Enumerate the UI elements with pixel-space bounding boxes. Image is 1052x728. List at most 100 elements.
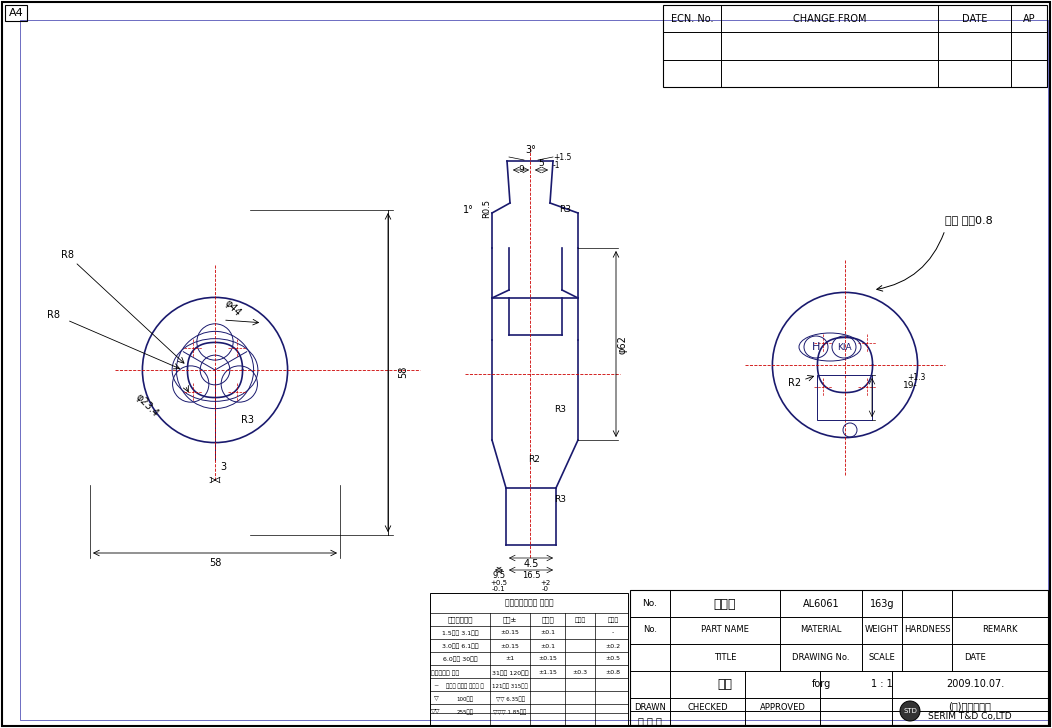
Text: ±0.1: ±0.1	[541, 644, 555, 649]
Text: -: -	[612, 630, 614, 636]
Text: AL6061: AL6061	[803, 599, 839, 609]
Bar	[663, 5, 1047, 87]
Text: 6.0이상 30이하: 6.0이상 30이하	[443, 656, 478, 662]
Bar	[630, 590, 1048, 725]
Text: R2: R2	[788, 378, 802, 388]
Text: APPROVED: APPROVED	[760, 703, 806, 713]
Text: SCALE: SCALE	[869, 652, 895, 662]
Text: φ23.4: φ23.4	[134, 392, 161, 419]
Text: 3°: 3°	[526, 145, 537, 155]
Text: ±0.15: ±0.15	[501, 630, 520, 636]
Text: 19-: 19-	[903, 381, 917, 389]
Text: 58: 58	[208, 558, 221, 568]
Text: A4: A4	[8, 8, 23, 18]
Text: R3: R3	[554, 405, 566, 414]
Text: REMARK: REMARK	[983, 625, 1017, 635]
Text: 양각 높이0.8: 양각 높이0.8	[945, 215, 993, 225]
Text: +0.5: +0.5	[490, 580, 507, 586]
Text: +1.3: +1.3	[907, 373, 926, 381]
Text: No.: No.	[643, 625, 658, 635]
Text: ▽▽▽ 1.85이하: ▽▽▽ 1.85이하	[493, 709, 527, 715]
Text: DRAWING No.: DRAWING No.	[792, 652, 850, 662]
Text: 31이상 120이하: 31이상 120이하	[491, 670, 528, 676]
Text: 58: 58	[398, 365, 408, 378]
Text: 9: 9	[519, 165, 524, 175]
Text: 121이상 315이하: 121이상 315이하	[492, 683, 528, 689]
Text: WEIGHT: WEIGHT	[865, 625, 899, 635]
Text: No.: No.	[643, 599, 658, 609]
Text: φ44: φ44	[223, 298, 243, 318]
Text: 면두께 취거는 규도의 허: 면두께 취거는 규도의 허	[446, 683, 484, 689]
Text: ±0.1: ±0.1	[541, 630, 555, 636]
Text: 100이상: 100이상	[457, 696, 473, 702]
Text: KIA: KIA	[836, 342, 851, 352]
Text: 255이상: 255이상	[457, 709, 473, 715]
Text: ±1.15: ±1.15	[539, 670, 558, 676]
Text: 3.0이상 6.1이하: 3.0이상 6.1이하	[442, 644, 479, 649]
Text: ▽: ▽	[433, 697, 439, 702]
Text: ±0.2: ±0.2	[606, 644, 621, 649]
Text: 길이±: 길이±	[503, 617, 518, 623]
Text: R0.5: R0.5	[483, 199, 491, 218]
Text: TITLE: TITLE	[714, 652, 736, 662]
Text: DATE: DATE	[963, 14, 988, 24]
Text: HARDNESS: HARDNESS	[904, 625, 950, 635]
Text: 1 : 1: 1 : 1	[871, 679, 893, 689]
Text: STD: STD	[903, 708, 917, 714]
Text: 1°: 1°	[463, 205, 473, 215]
Text: AP: AP	[1023, 14, 1035, 24]
Text: 날뻘른: 날뻘른	[542, 617, 554, 623]
Text: CHANGE FROM: CHANGE FROM	[793, 14, 867, 24]
Text: 거친른: 거친른	[607, 617, 619, 622]
Text: 날뻘른: 날뻘른	[574, 617, 586, 622]
Text: R8: R8	[46, 310, 60, 320]
Text: 163g: 163g	[870, 599, 894, 609]
Text: 치수구분토론: 치수구분토론	[447, 617, 472, 623]
Text: ▽▽: ▽▽	[431, 710, 441, 714]
Text: φ62: φ62	[618, 336, 627, 355]
Bar	[5, 5, 27, 21]
Text: 상판: 상판	[717, 678, 732, 690]
Text: CHECKED: CHECKED	[687, 703, 728, 713]
Text: -0: -0	[542, 586, 548, 592]
Circle shape	[901, 701, 920, 721]
Text: +2: +2	[540, 580, 550, 586]
Text: -1: -1	[553, 160, 561, 170]
Bar	[817, 375, 872, 420]
Text: -0.1: -0.1	[492, 586, 506, 592]
Text: 단조도: 단조도	[713, 598, 736, 611]
Text: ±0.3: ±0.3	[572, 670, 588, 676]
Text: (주)세림티앤디: (주)세림티앤디	[949, 701, 991, 711]
Text: 3: 3	[220, 462, 226, 472]
Text: ECN. No.: ECN. No.	[671, 14, 713, 24]
Text: ±1: ±1	[505, 657, 514, 662]
Text: R2: R2	[528, 456, 540, 464]
Text: 9.5: 9.5	[492, 571, 506, 580]
Text: ±0.5: ±0.5	[606, 657, 621, 662]
Text: ±0.15: ±0.15	[539, 657, 558, 662]
Text: 4.5: 4.5	[523, 559, 539, 569]
Text: R3: R3	[241, 415, 254, 425]
Text: DATE: DATE	[964, 652, 986, 662]
Text: ±0.15: ±0.15	[501, 644, 520, 649]
Text: 공차규격치수의 적용처: 공차규격치수의 적용처	[505, 598, 553, 607]
Text: PART NAME: PART NAME	[701, 625, 749, 635]
Text: 2009.10.07.: 2009.10.07.	[946, 679, 1004, 689]
Text: 1.5이상 3.1이하: 1.5이상 3.1이하	[442, 630, 479, 636]
Text: 16.5: 16.5	[522, 571, 541, 580]
Text: +1.5: +1.5	[553, 154, 571, 162]
Text: ~: ~	[433, 684, 439, 689]
Text: 기준기호의 규도: 기준기호의 규도	[431, 670, 459, 676]
Text: 안 경 식: 안 경 식	[639, 716, 662, 726]
Text: ±0.8: ±0.8	[606, 670, 621, 676]
Text: ▽▽ 6.35이하: ▽▽ 6.35이하	[495, 696, 525, 702]
Text: forg: forg	[811, 679, 831, 689]
Text: H: H	[812, 342, 821, 352]
Text: R3: R3	[559, 205, 571, 215]
Text: 5: 5	[539, 159, 544, 167]
Bar	[430, 593, 628, 725]
Text: R3: R3	[554, 496, 566, 505]
Text: R8: R8	[61, 250, 74, 260]
Text: MATERIAL: MATERIAL	[801, 625, 842, 635]
Text: DRAWN: DRAWN	[634, 703, 666, 713]
